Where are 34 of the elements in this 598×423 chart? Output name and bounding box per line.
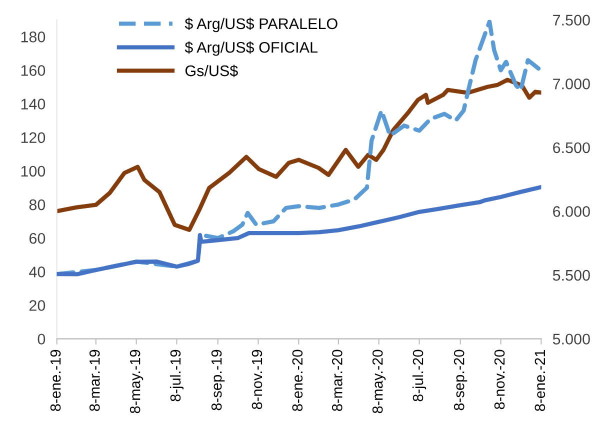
line-series — [56, 184, 542, 276]
x-tick-label: 8-ene.-19 — [50, 350, 61, 412]
y-tick-label: 80 — [29, 199, 46, 210]
x-tick-label: 8-mar.-20 — [332, 350, 342, 412]
x-tick-label: 8-may.-19 — [130, 350, 144, 414]
y2-tick-label: 7.500 — [553, 14, 590, 26]
x-tick-label: 8-nov.-20 — [494, 350, 505, 410]
x-tick-label: 8-may.-20 — [372, 350, 386, 414]
x-tick-label: 8-jul.-20 — [412, 350, 426, 402]
y-tick-label: 0 — [38, 334, 46, 345]
x-tick-label: 8-nov.-19 — [252, 350, 262, 410]
legend-label: $ Arg/US$ OFICIAL — [184, 41, 318, 56]
line-series — [56, 78, 542, 232]
y2-tick-label: 7.000 — [553, 78, 590, 90]
y-tick-label: 140 — [21, 98, 46, 110]
x-tick-label: 8-sep.-20 — [454, 350, 468, 410]
y-tick-label: 100 — [21, 166, 46, 177]
x-tick-label: 8-ene.-20 — [292, 350, 303, 412]
y-tick-label: 180 — [21, 32, 46, 42]
legend-label: $ Arg/US$ PARALELO — [184, 18, 338, 32]
y2-tick-label: 6.000 — [553, 206, 590, 217]
y-tick-label: 40 — [29, 266, 46, 278]
y-tick-label: 160 — [21, 65, 46, 76]
x-tick-label: 8-sep.-19 — [211, 350, 225, 410]
legend-label: Gs/US$ — [185, 64, 238, 78]
x-tick-label: 8-mar.-19 — [89, 350, 100, 412]
y-tick-label: 120 — [21, 132, 46, 144]
x-tick-label: 8-jul.-19 — [170, 350, 184, 402]
x-tick-label: 8-ene.-21 — [534, 350, 546, 412]
y-tick-label: 20 — [29, 300, 46, 311]
y2-tick-label: 5.500 — [552, 270, 590, 281]
y-tick-label: 60 — [29, 232, 46, 244]
y2-tick-label: 6.500 — [553, 142, 590, 154]
y2-tick-label: 5.000 — [552, 334, 590, 345]
